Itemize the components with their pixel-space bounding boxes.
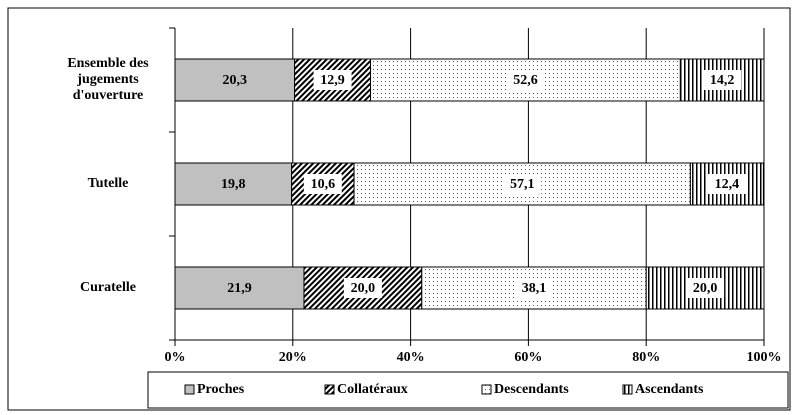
data-label: 20,0 (351, 281, 376, 296)
legend-swatch (184, 384, 195, 395)
bar-segment (174, 266, 305, 310)
legend-swatch (481, 384, 492, 395)
label-bg (703, 70, 742, 90)
legend-swatch (324, 384, 335, 395)
data-label: 10,6 (311, 177, 336, 192)
x-tick-label: 80% (632, 350, 660, 365)
label-bg (303, 174, 342, 194)
y-tick-label: Curatelle (80, 280, 136, 295)
bar-segment (174, 162, 293, 206)
y-tick-label: Ensemble des jugements d'ouverture (67, 56, 149, 103)
data-label: 12,9 (320, 73, 345, 88)
label-bg (503, 174, 542, 194)
x-tick-label: 20% (279, 350, 307, 365)
data-label: 19,8 (221, 177, 246, 192)
data-label: 52,6 (513, 73, 538, 88)
legend-label: Proches (197, 382, 245, 397)
x-tick-label: 40% (397, 350, 425, 365)
bar-segment (689, 162, 764, 206)
data-label: 20,0 (693, 281, 718, 296)
data-label: 21,9 (227, 281, 252, 296)
label-bg (707, 174, 746, 194)
legend-swatch (622, 384, 633, 395)
legend-label: Descendants (494, 382, 569, 397)
legend-label: Collatéraux (337, 382, 408, 397)
bar-segment (174, 58, 296, 102)
x-tick-label: 60% (514, 350, 542, 365)
data-label: 57,1 (510, 177, 535, 192)
label-bg (343, 278, 382, 298)
frame (7, 7, 791, 411)
legend-label: Ascendants (635, 382, 704, 397)
legend-box (147, 371, 789, 409)
data-label: 20,3 (223, 73, 248, 88)
data-label: 38,1 (522, 281, 547, 296)
data-label: 12,4 (715, 177, 740, 192)
bar-segment (370, 58, 681, 102)
label-bg (686, 278, 725, 298)
label-bg (514, 278, 553, 298)
x-tick-label: 0% (165, 350, 186, 365)
label-bg (506, 70, 545, 90)
data-label: 14,2 (710, 73, 735, 88)
x-tick-label: 100% (747, 350, 782, 365)
label-bg (313, 70, 352, 90)
y-tick-label: Tutelle (87, 176, 129, 191)
